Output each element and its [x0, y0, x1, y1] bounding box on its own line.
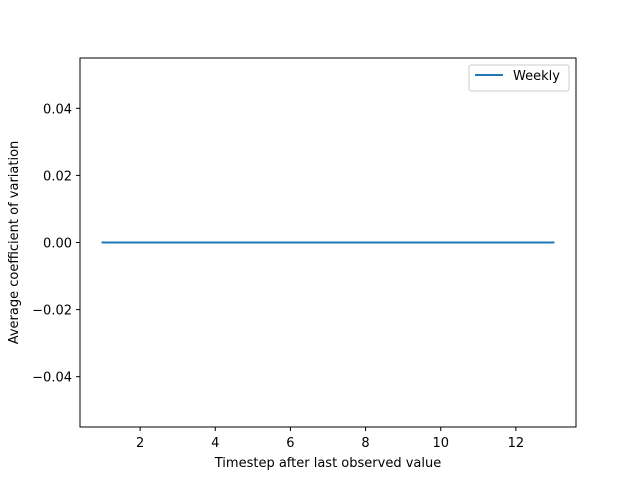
x-tick-label: 12	[508, 436, 525, 451]
x-tick-label: 4	[211, 436, 219, 451]
y-tick-label: 0.00	[43, 237, 72, 252]
y-tick-label: −0.02	[32, 304, 72, 319]
y-tick-label: −0.04	[32, 371, 72, 386]
x-axis-ticks: 2 4 6 8 10 12	[136, 427, 524, 451]
x-tick-label: 10	[432, 436, 449, 451]
plot-frame	[79, 57, 577, 428]
y-axis-label: Average coefficient of variation	[7, 141, 22, 345]
y-tick-label: 0.02	[43, 169, 72, 184]
legend: Weekly	[468, 64, 570, 92]
y-tick-label: 0.04	[43, 102, 72, 117]
x-tick-label: 8	[361, 436, 369, 451]
y-axis-ticks: −0.04 −0.02 0.00 0.02 0.04	[32, 102, 80, 386]
legend-box	[468, 64, 570, 92]
x-axis-label: Timestep after last observed value	[214, 456, 441, 471]
x-tick-label: 6	[286, 436, 294, 451]
x-tick-label: 2	[136, 436, 144, 451]
legend-label: Weekly	[513, 69, 560, 84]
